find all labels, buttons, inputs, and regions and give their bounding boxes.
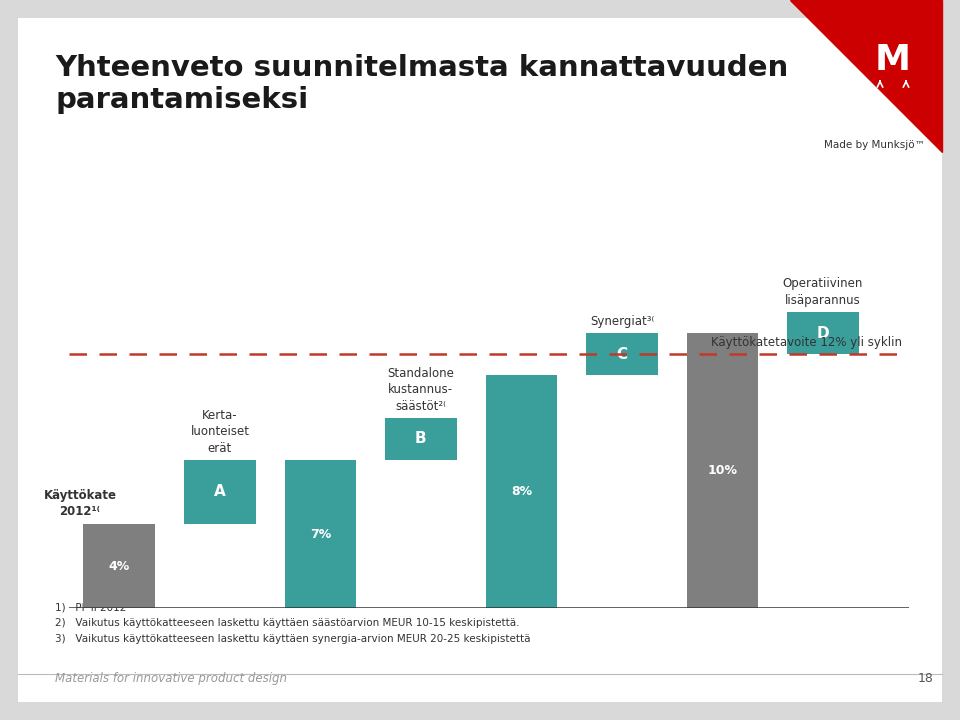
Text: Synergiat³⁽: Synergiat³⁽ bbox=[589, 315, 654, 328]
Bar bbox=[787, 312, 859, 354]
Text: Materials for innovative product design: Materials for innovative product design bbox=[55, 672, 287, 685]
Text: Standalone
kustannus-
säästöt²⁽: Standalone kustannus- säästöt²⁽ bbox=[388, 366, 454, 413]
Text: A: A bbox=[214, 485, 226, 500]
Text: Made by Munksjö™: Made by Munksjö™ bbox=[825, 140, 925, 150]
Bar bbox=[486, 375, 558, 608]
Text: Käyttökate
2012¹⁽: Käyttökate 2012¹⁽ bbox=[43, 489, 116, 518]
Polygon shape bbox=[790, 0, 942, 152]
Text: Käyttökatetavoite 12% yli syklin: Käyttökatetavoite 12% yli syklin bbox=[711, 336, 902, 349]
Text: D: D bbox=[817, 325, 829, 341]
Bar bbox=[586, 333, 658, 375]
Text: 2)   Vaikutus käyttökatteeseen laskettu käyttäen säästöarvion MEUR 10-15 keskipi: 2) Vaikutus käyttökatteeseen laskettu kä… bbox=[55, 618, 519, 628]
Bar bbox=[184, 460, 255, 523]
Text: Yhteenveto suunnitelmasta kannattavuuden: Yhteenveto suunnitelmasta kannattavuuden bbox=[55, 54, 788, 82]
Bar bbox=[84, 523, 156, 608]
Text: 4%: 4% bbox=[108, 559, 130, 572]
Bar bbox=[385, 418, 457, 460]
Text: 18: 18 bbox=[918, 672, 934, 685]
Text: 1)   PF II 2012: 1) PF II 2012 bbox=[55, 602, 127, 612]
Text: 8%: 8% bbox=[511, 485, 532, 498]
Bar bbox=[686, 333, 758, 608]
Text: parantamiseksi: parantamiseksi bbox=[55, 86, 308, 114]
Text: 3)   Vaikutus käyttökatteeseen laskettu käyttäen synergia-arvion MEUR 20-25 kesk: 3) Vaikutus käyttökatteeseen laskettu kä… bbox=[55, 634, 531, 644]
Text: Kerta-
luonteiset
erät: Kerta- luonteiset erät bbox=[190, 409, 250, 455]
Text: B: B bbox=[415, 431, 427, 446]
Text: C: C bbox=[616, 347, 628, 361]
Text: 10%: 10% bbox=[708, 464, 737, 477]
Bar bbox=[284, 460, 356, 608]
Text: M: M bbox=[875, 43, 911, 77]
Text: 7%: 7% bbox=[310, 528, 331, 541]
Text: Operatiivinen
lisäparannus: Operatiivinen lisäparannus bbox=[782, 277, 863, 307]
